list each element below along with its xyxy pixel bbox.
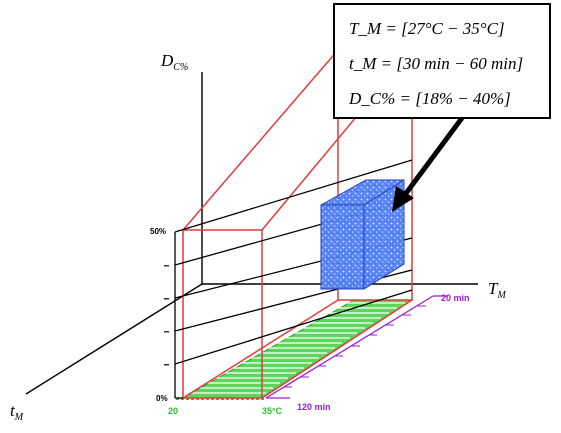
callout-dc-range: D_C% = [18% − 40%] [349,89,511,108]
time-start-label: 20 min [441,293,470,303]
temp-end-label: 35°C [262,406,283,416]
axes [25,72,478,395]
tick-50-percent: 50% [150,227,166,236]
solution-box-front [321,205,364,289]
solution-box-top [321,180,404,205]
red-front-face [182,229,263,399]
y-axis-label: DC% [160,51,188,73]
callout-arrow [392,116,465,212]
time-end-label: 120 min [297,402,331,412]
floor-region [176,299,414,400]
tick-0-percent: 0% [156,394,168,403]
callout-temperature-range: T_M = [27°C − 35°C] [349,19,505,38]
callout-time-range: t_M = [30 min − 60 min] [349,54,524,73]
z-axis-label: tM [10,401,24,423]
floor-hatching [190,302,405,394]
minor-y-ticks [164,265,169,366]
time-axis [265,295,448,399]
solution-box [320,179,405,290]
temp-start-label: 20 [168,406,178,416]
callout-box: T_M = [27°C − 35°C] t_M = [30 min − 60 m… [333,3,551,119]
z-axis-line [25,283,203,395]
x-axis-label: TM [488,279,506,301]
